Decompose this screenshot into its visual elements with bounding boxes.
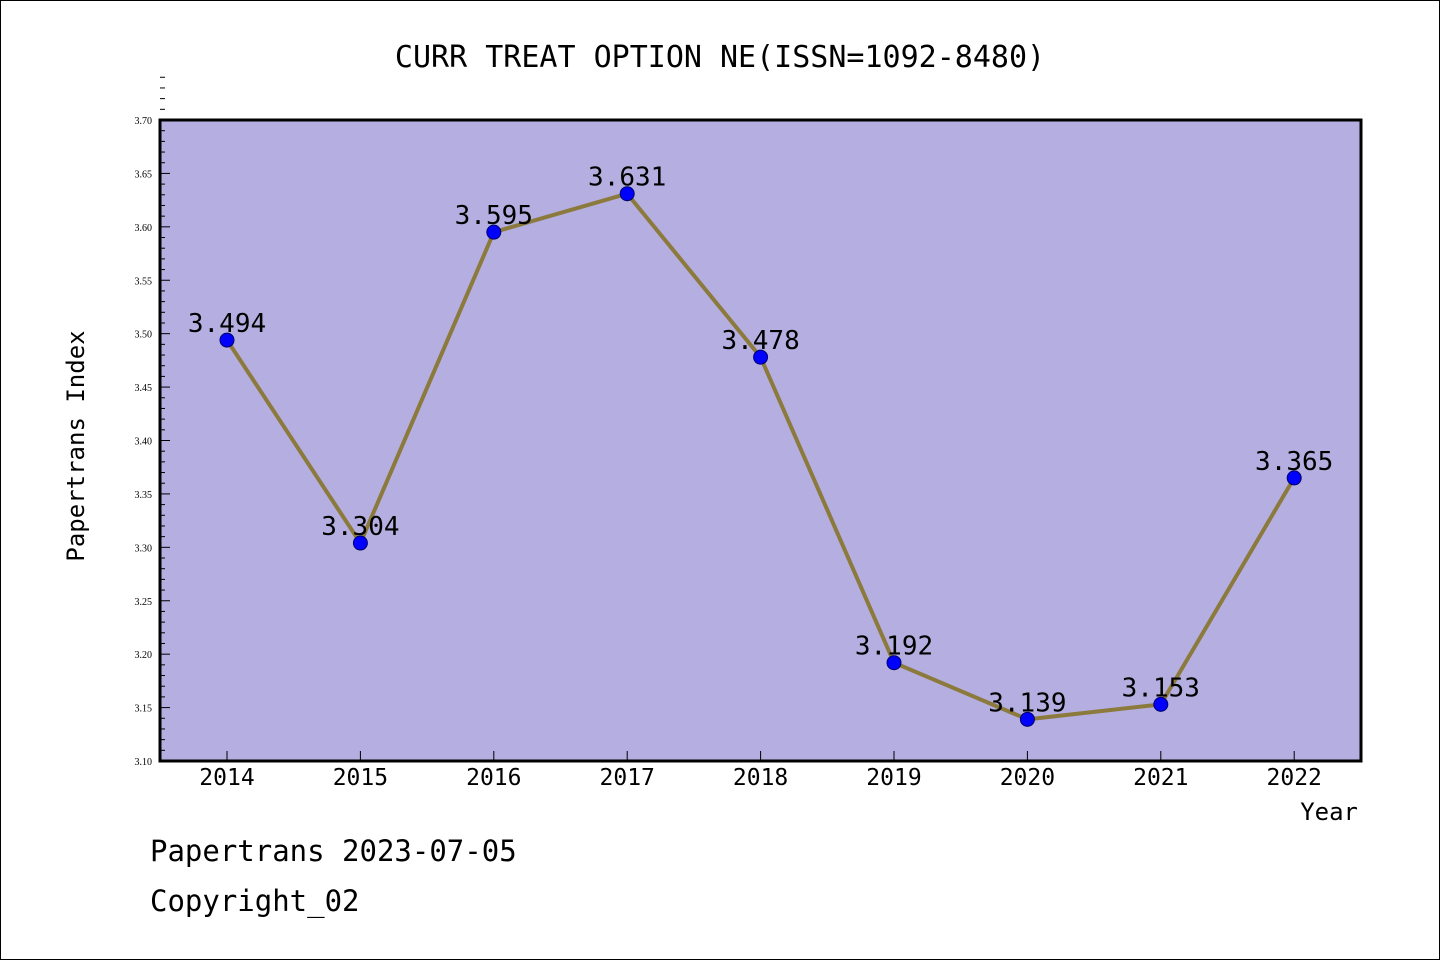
data-label: 3.365 [1255, 447, 1333, 477]
x-tick-label: 2021 [1133, 765, 1188, 791]
data-point [1019, 711, 1035, 727]
data-label: 3.494 [188, 309, 266, 339]
data-point [352, 535, 368, 551]
y-tick-label: 3.40 [135, 437, 153, 448]
y-tick-label: 3.10 [135, 757, 153, 768]
data-point [1286, 470, 1302, 486]
y-tick-label: 3.25 [135, 597, 153, 608]
plot-area [158, 118, 1363, 763]
x-axis-title: Year [1300, 798, 1358, 826]
x-axis: 2014 2015 2016 2017 2018 2019 2020 2021 2022 [199, 751, 1322, 791]
y-tick-label: 3.50 [135, 330, 153, 341]
y-tick-label: 3.30 [135, 543, 153, 554]
data-point [219, 332, 235, 348]
x-tick-label: 2015 [333, 765, 388, 791]
y-tick-label: 3.60 [135, 223, 153, 234]
y-tick-label: 3.65 [135, 169, 153, 180]
data-point [886, 655, 902, 671]
data-label: 3.139 [988, 688, 1066, 718]
x-tick-label: 2019 [866, 765, 921, 791]
data-label: 3.478 [721, 326, 799, 356]
data-series [219, 186, 1302, 727]
x-tick-label: 2016 [466, 765, 521, 791]
y-tick-label: 3.15 [135, 704, 153, 715]
data-point [753, 349, 769, 365]
data-point [619, 186, 635, 202]
x-tick-label: 2018 [733, 765, 788, 791]
x-tick-label: 2022 [1267, 765, 1322, 791]
data-point [1153, 696, 1169, 712]
data-label: 3.595 [455, 201, 533, 231]
data-labels: 3.494 3.304 3.595 3.631 3.478 3.192 3.139 3.153… [188, 163, 1333, 719]
y-axis: 3.10 3.15 3.20 3.25 3.30 3.35 3.40 3.45 3.50 3.55… [135, 76, 170, 768]
footer-copyright: Copyright_02 [150, 884, 360, 918]
x-tick-label: 2017 [600, 765, 655, 791]
chart-title: CURR TREAT OPTION NE(ISSN=1092-8480) [395, 40, 1045, 75]
x-tick-label: 2014 [199, 765, 254, 791]
data-label: 3.192 [855, 632, 933, 662]
y-axis-title: Papertrans Index [62, 330, 90, 561]
y-tick-label: 3.35 [135, 490, 153, 501]
data-label: 3.631 [588, 163, 666, 193]
y-tick-label: 3.55 [135, 276, 153, 287]
data-point [486, 224, 502, 240]
data-label: 3.304 [321, 512, 399, 542]
data-label: 3.153 [1122, 673, 1200, 703]
y-tick-label: 3.20 [135, 650, 153, 661]
y-tick-label: 3.45 [135, 383, 153, 394]
y-tick-label: 3.70 [135, 116, 153, 127]
footer-date: Papertrans 2023-07-05 [150, 834, 517, 868]
x-tick-label: 2020 [1000, 765, 1055, 791]
